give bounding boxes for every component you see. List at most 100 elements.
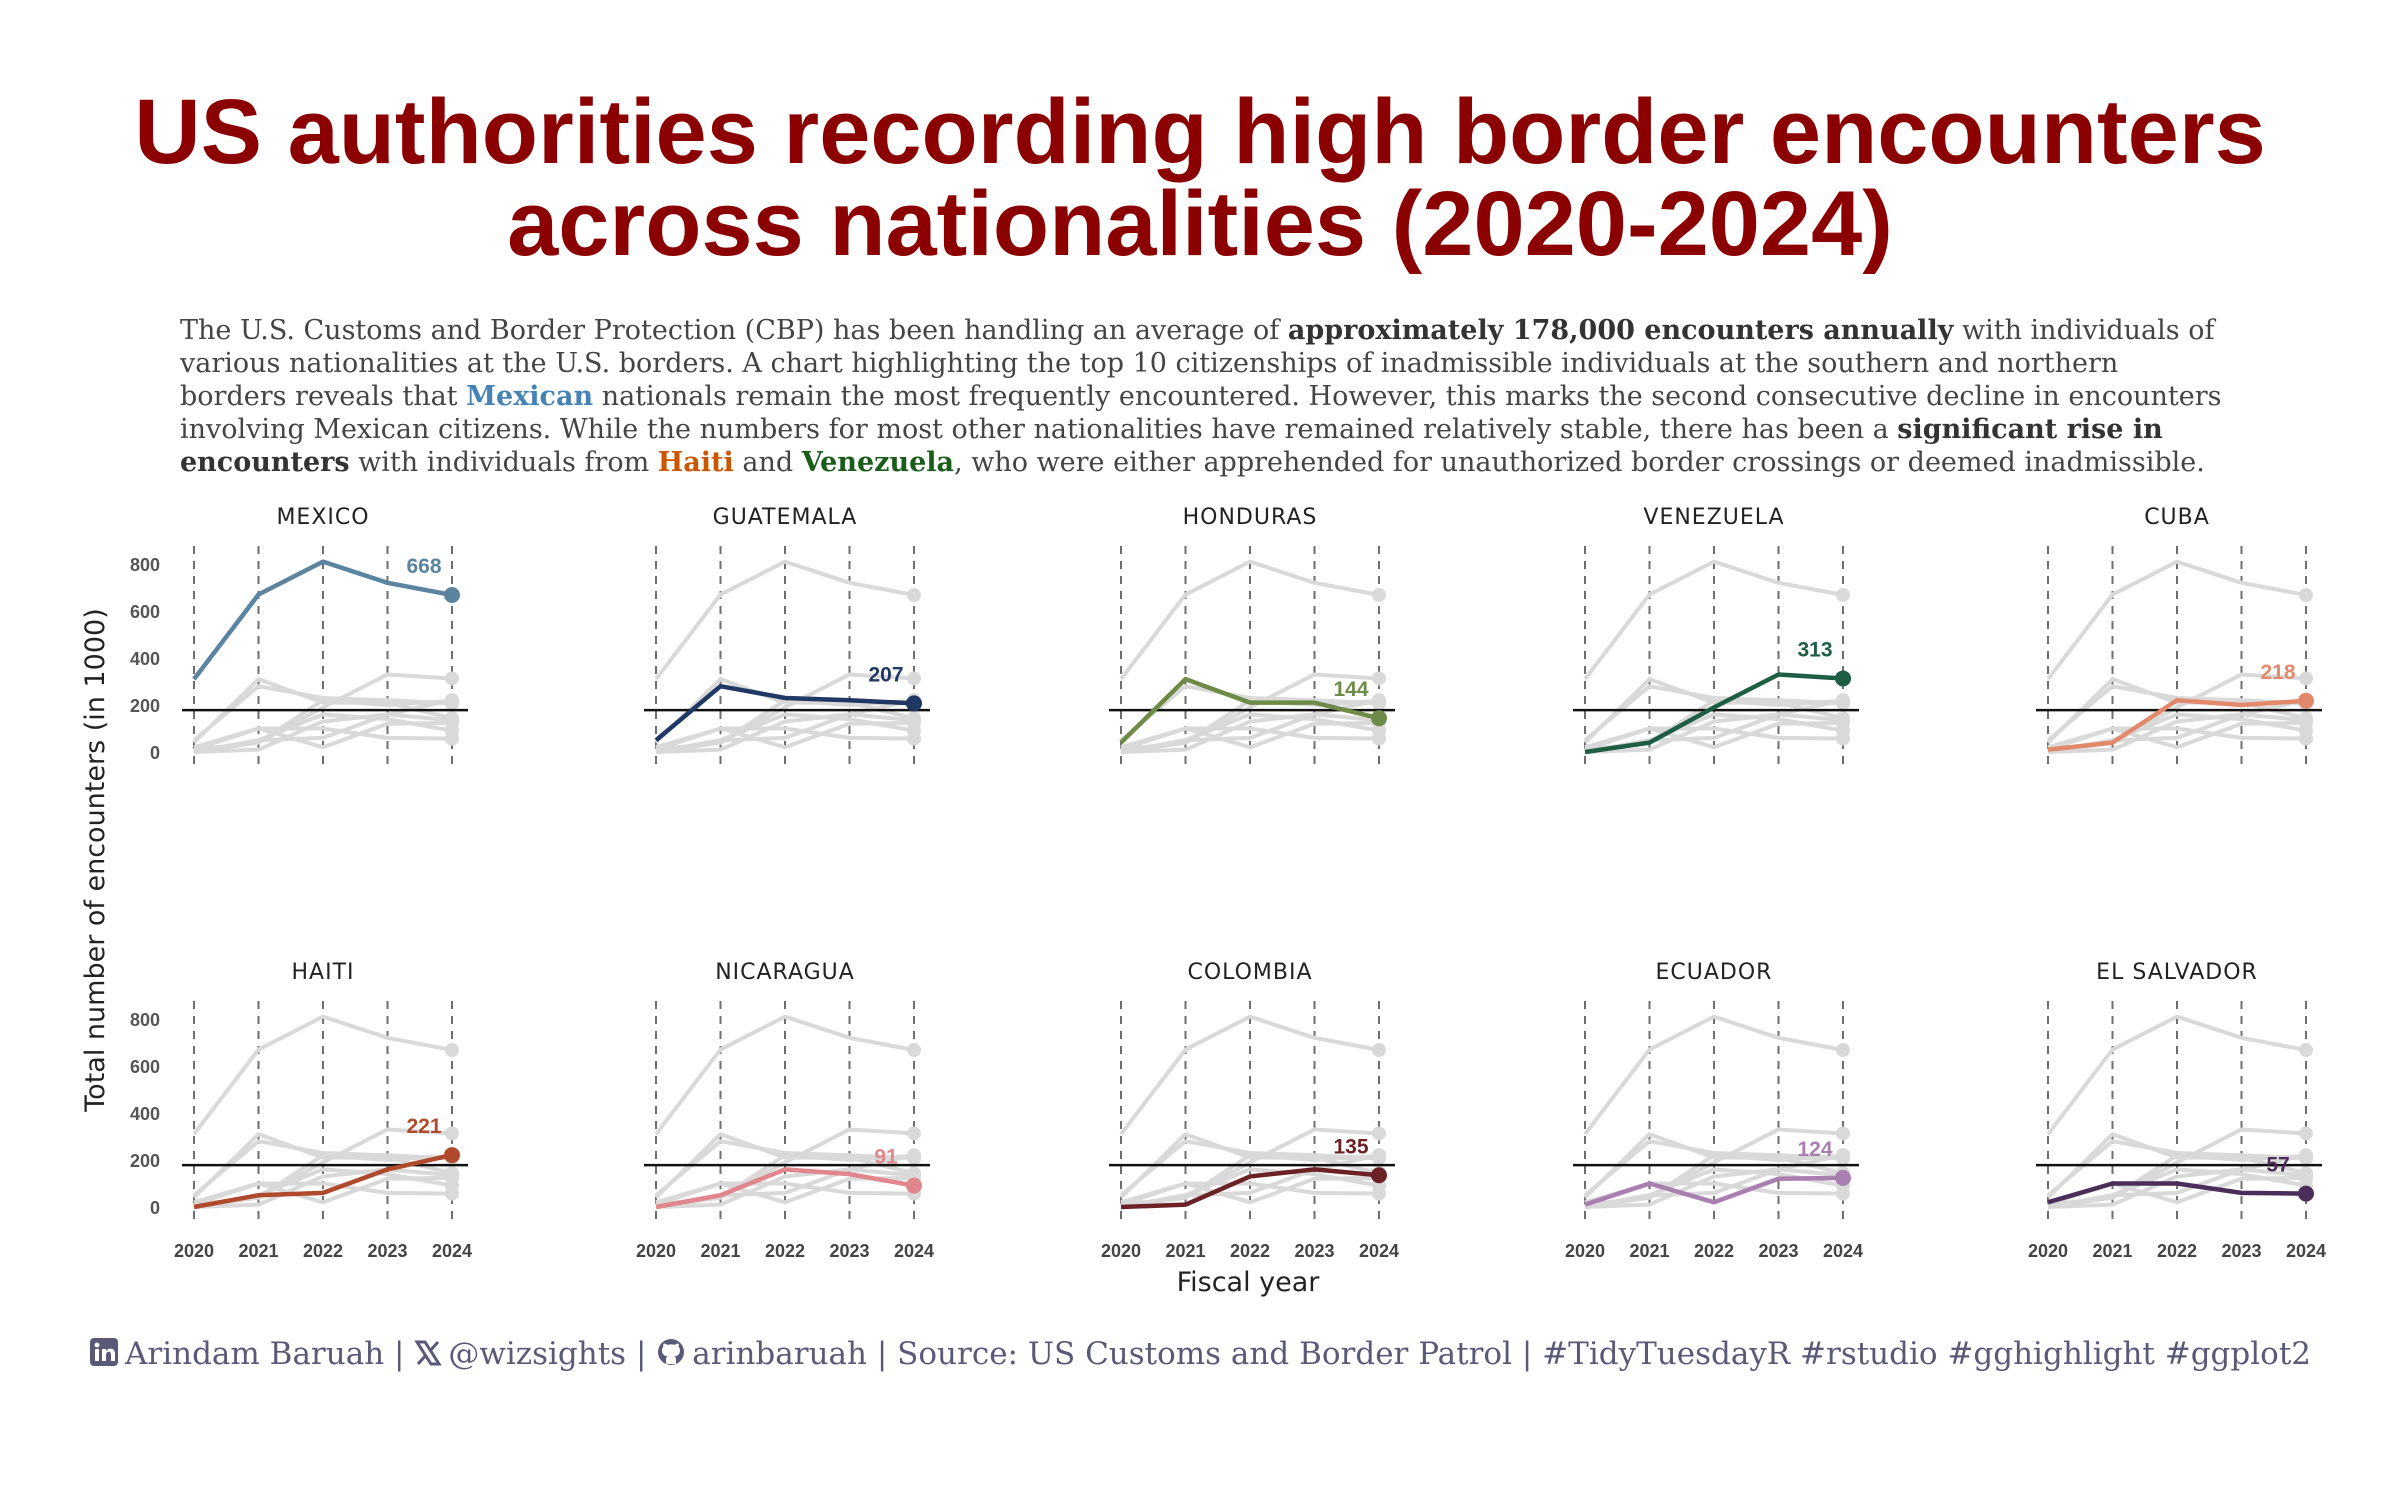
background-series-line	[2046, 1139, 2307, 1197]
background-series-point	[907, 671, 921, 686]
y-axis-title: Total number of encounters (in 1000)	[80, 608, 111, 1112]
background-series-line	[1584, 712, 1844, 754]
x-tick-label: 2021	[700, 1241, 740, 1261]
background-series-line	[655, 712, 915, 754]
x-tick-label: 2022	[2157, 1241, 2197, 1261]
background-series-point	[2299, 1148, 2313, 1163]
background-series-point	[907, 715, 921, 730]
panel-nicaragua: NICARAGUA 91 2020 2021 2022 2023 2024	[636, 960, 934, 1261]
highlight-series-point	[1835, 670, 1851, 687]
value-label: 135	[1333, 1135, 1368, 1158]
highlight-series-point	[1371, 1167, 1387, 1184]
background-series-point	[445, 1186, 459, 1201]
background-series-point	[1836, 588, 1850, 603]
value-label: 218	[2260, 661, 2295, 684]
x-tick-label: 2023	[2221, 1241, 2261, 1261]
highlight-series-line	[192, 559, 453, 681]
subtitle-text: borders reveals that	[180, 381, 467, 412]
x-tick-label: 2022	[1230, 1241, 1270, 1261]
subtitle-emphasis: significant rise in	[1897, 414, 2163, 445]
panel-guatemala: GUATEMALA 207	[644, 505, 930, 764]
background-series-point	[1836, 1043, 1850, 1058]
background-series-line	[654, 1014, 915, 1136]
background-series-point	[1372, 1186, 1386, 1201]
subtitle-text: nationals remain the most frequently enc…	[593, 381, 2222, 412]
caption-separator: |	[384, 1336, 415, 1372]
panel-title: EL SALVADOR	[2096, 960, 2258, 985]
highlight-series-point	[1371, 710, 1387, 727]
background-series-point	[1836, 693, 1850, 708]
value-label: 57	[2266, 1154, 2289, 1177]
subtitle-line-3: borders reveals that Mexican nationals r…	[180, 380, 2400, 413]
highlight-series-line	[2047, 1181, 2307, 1205]
x-tick-label: 2024	[432, 1241, 472, 1261]
background-series-line	[193, 1167, 453, 1209]
background-series-point	[1372, 1043, 1386, 1058]
value-label: 144	[1333, 678, 1368, 701]
caption-separator: |	[626, 1336, 657, 1372]
y-tick-label: 800	[130, 555, 160, 575]
background-series-point	[445, 731, 459, 746]
background-series-point	[907, 588, 921, 603]
x-tick-label: 2020	[636, 1241, 676, 1261]
x-tick-label: 2024	[1823, 1241, 1863, 1261]
highlight-series-point	[444, 587, 460, 604]
background-series-point	[445, 1170, 459, 1185]
title-line-2: across nationalities (2020-2024)	[507, 173, 1893, 275]
background-series-line	[655, 1167, 915, 1209]
background-series-point	[445, 671, 459, 686]
linkedin-icon	[89, 1337, 119, 1375]
highlight-series-line	[1119, 676, 1380, 745]
background-series-point	[1836, 731, 1850, 746]
panel-cuba: CUBA 218	[2036, 505, 2322, 764]
background-series-point	[2299, 1043, 2313, 1058]
highlight-series-point	[2298, 692, 2314, 709]
subtitle-venezuela: Venezuela	[801, 447, 955, 478]
background-series-line	[192, 1139, 453, 1197]
panel-colombia: COLOMBIA 135 2020 2021 2022 2023 2024	[1101, 960, 1399, 1261]
background-series-line	[2047, 1167, 2307, 1209]
highlight-series-point	[906, 1177, 922, 1194]
background-series-point	[2299, 1170, 2313, 1185]
value-label: 221	[406, 1115, 441, 1138]
y-tick-label: 400	[130, 1104, 160, 1124]
subtitle-text: , who were either apprehended for unauth…	[954, 447, 2205, 478]
background-series-line	[654, 1139, 915, 1197]
background-series-line	[2046, 684, 2307, 742]
background-series-line	[2047, 726, 2307, 750]
background-series-point	[445, 1043, 459, 1058]
subtitle-text: with individuals of	[1953, 315, 2215, 346]
background-series-line	[1120, 726, 1380, 750]
x-tick-label: 2020	[1565, 1241, 1605, 1261]
highlight-series-line	[1120, 1167, 1380, 1210]
background-series-point	[445, 1126, 459, 1141]
panel-title: HAITI	[291, 960, 354, 985]
value-label: 313	[1797, 638, 1832, 661]
highlight-series-line	[2047, 698, 2307, 752]
github-icon	[656, 1337, 686, 1375]
y-tick-label: 0	[150, 1198, 160, 1218]
background-series-point	[1372, 1126, 1386, 1141]
x-tick-label: 2020	[2028, 1241, 2068, 1261]
background-series-point	[2299, 671, 2313, 686]
github-handle: arinbaruah	[692, 1336, 867, 1372]
panel-title: CUBA	[2144, 505, 2210, 530]
x-icon	[414, 1339, 443, 1375]
x-tick-label: 2023	[367, 1241, 407, 1261]
panel-title: MEXICO	[276, 505, 369, 530]
subtitle-line-2: various nationalities at the U.S. border…	[180, 348, 2119, 379]
background-series-line	[1119, 684, 1380, 742]
subtitle-mexican: Mexican	[466, 381, 594, 412]
background-series-line	[1583, 1014, 1844, 1136]
background-series-line	[1119, 1139, 1380, 1197]
background-series-point	[907, 1043, 921, 1058]
x-tick-label: 2023	[1294, 1241, 1334, 1261]
y-tick-label: 200	[130, 696, 160, 716]
subtitle-emphasis: encounters	[180, 447, 350, 478]
background-series-line	[1120, 712, 1380, 754]
title-line-1: US authorities recording high border enc…	[134, 81, 2266, 183]
value-label: 668	[406, 555, 441, 578]
subtitle-text: and	[733, 447, 802, 478]
panel-title: VENEZUELA	[1643, 505, 1784, 530]
